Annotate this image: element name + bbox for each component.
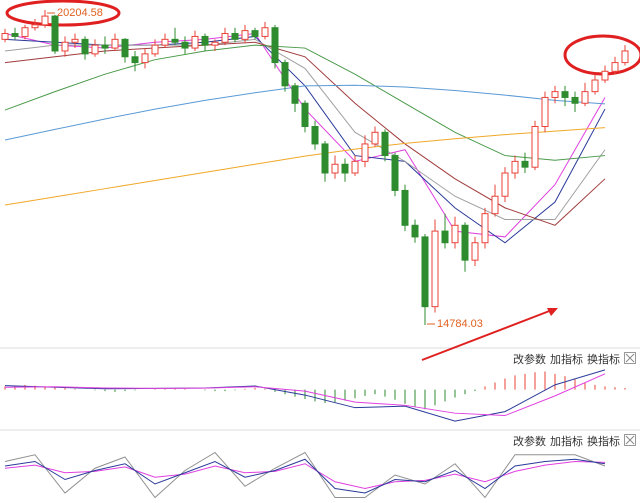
candle-body	[411, 224, 419, 238]
candle-body	[621, 50, 629, 64]
candle-body	[381, 131, 389, 157]
candle-body	[341, 163, 349, 174]
candle-body	[451, 224, 459, 244]
candle-body	[241, 30, 249, 40]
moving-average	[4, 127, 606, 206]
candle-body	[181, 41, 189, 49]
candle-body	[1, 33, 9, 40]
candle-body	[601, 70, 609, 81]
candle-body	[351, 160, 359, 174]
candle-body	[581, 91, 589, 104]
close-icon	[625, 435, 635, 445]
candle-body	[231, 33, 239, 40]
extreme-label: 20204.58	[57, 7, 103, 19]
candle-body	[491, 195, 499, 215]
panel-button[interactable]: 改参数	[513, 435, 546, 448]
candle-body	[141, 53, 149, 64]
kdj-line	[4, 451, 606, 499]
candle-body	[541, 96, 549, 128]
candle-body	[561, 91, 569, 98]
close-button[interactable]	[624, 434, 636, 446]
candle-body	[571, 96, 579, 104]
candle-body	[81, 38, 89, 55]
candle-body	[11, 33, 19, 37]
candle-body	[21, 27, 29, 37]
highlight-ellipse	[5, 0, 121, 27]
candle-body	[161, 38, 169, 46]
macd-line	[4, 373, 606, 417]
candle-body	[481, 213, 489, 244]
candle-body	[31, 24, 39, 29]
extreme-label: 14784.03	[437, 318, 483, 330]
candle-body	[171, 38, 179, 43]
macd-line	[4, 369, 606, 422]
candle-body	[371, 131, 379, 145]
candle-body	[471, 242, 479, 261]
candle-body	[261, 27, 269, 37]
candle-body	[431, 230, 439, 308]
moving-average	[4, 32, 606, 238]
candle-body	[71, 38, 79, 43]
candle-body	[361, 143, 369, 162]
panel-button[interactable]: 加指标	[550, 435, 583, 448]
candle-body	[151, 44, 159, 55]
candle-body	[131, 56, 139, 64]
candle-body	[301, 102, 309, 128]
candle-body	[501, 172, 509, 197]
kdj-line	[4, 458, 606, 494]
candle-body	[221, 33, 229, 43]
candle-body	[281, 62, 289, 87]
candle-body	[551, 91, 559, 98]
highlight-ellipse	[563, 34, 640, 76]
candle-body	[591, 79, 599, 93]
candle-body	[121, 38, 129, 58]
candle-body	[401, 189, 409, 226]
moving-average	[4, 84, 606, 141]
candle-body	[41, 15, 49, 26]
candle-body	[311, 126, 319, 145]
trend-arrow-head	[547, 308, 558, 316]
candle-body	[421, 236, 429, 308]
panel-button[interactable]: 换指标	[587, 353, 620, 366]
candle-body	[211, 41, 219, 46]
close-button[interactable]	[624, 352, 636, 364]
candle-body	[201, 35, 209, 46]
candle-body	[511, 160, 519, 174]
candle-body	[611, 62, 619, 72]
trend-arrow	[421, 309, 553, 361]
candle-body	[191, 35, 199, 49]
candle-body	[271, 27, 279, 64]
kdj-line	[4, 460, 606, 490]
close-icon	[625, 353, 635, 363]
moving-average	[4, 44, 606, 161]
candle-body	[291, 85, 299, 104]
candle-body	[61, 41, 69, 52]
candle-body	[331, 163, 339, 174]
candle-body	[521, 160, 529, 168]
candle-body	[321, 143, 329, 174]
candle-body	[441, 230, 449, 244]
candle-body	[101, 44, 109, 49]
candle-body	[531, 126, 539, 168]
panel-button[interactable]: 换指标	[587, 435, 620, 448]
panel-button[interactable]: 加指标	[550, 353, 583, 366]
candle-body	[251, 30, 259, 37]
candle-body	[111, 38, 119, 49]
candle-body	[391, 155, 399, 191]
panel-button[interactable]: 改参数	[513, 353, 546, 366]
candle-body	[461, 224, 469, 261]
candle-body	[51, 15, 59, 52]
candle-body	[91, 44, 99, 55]
